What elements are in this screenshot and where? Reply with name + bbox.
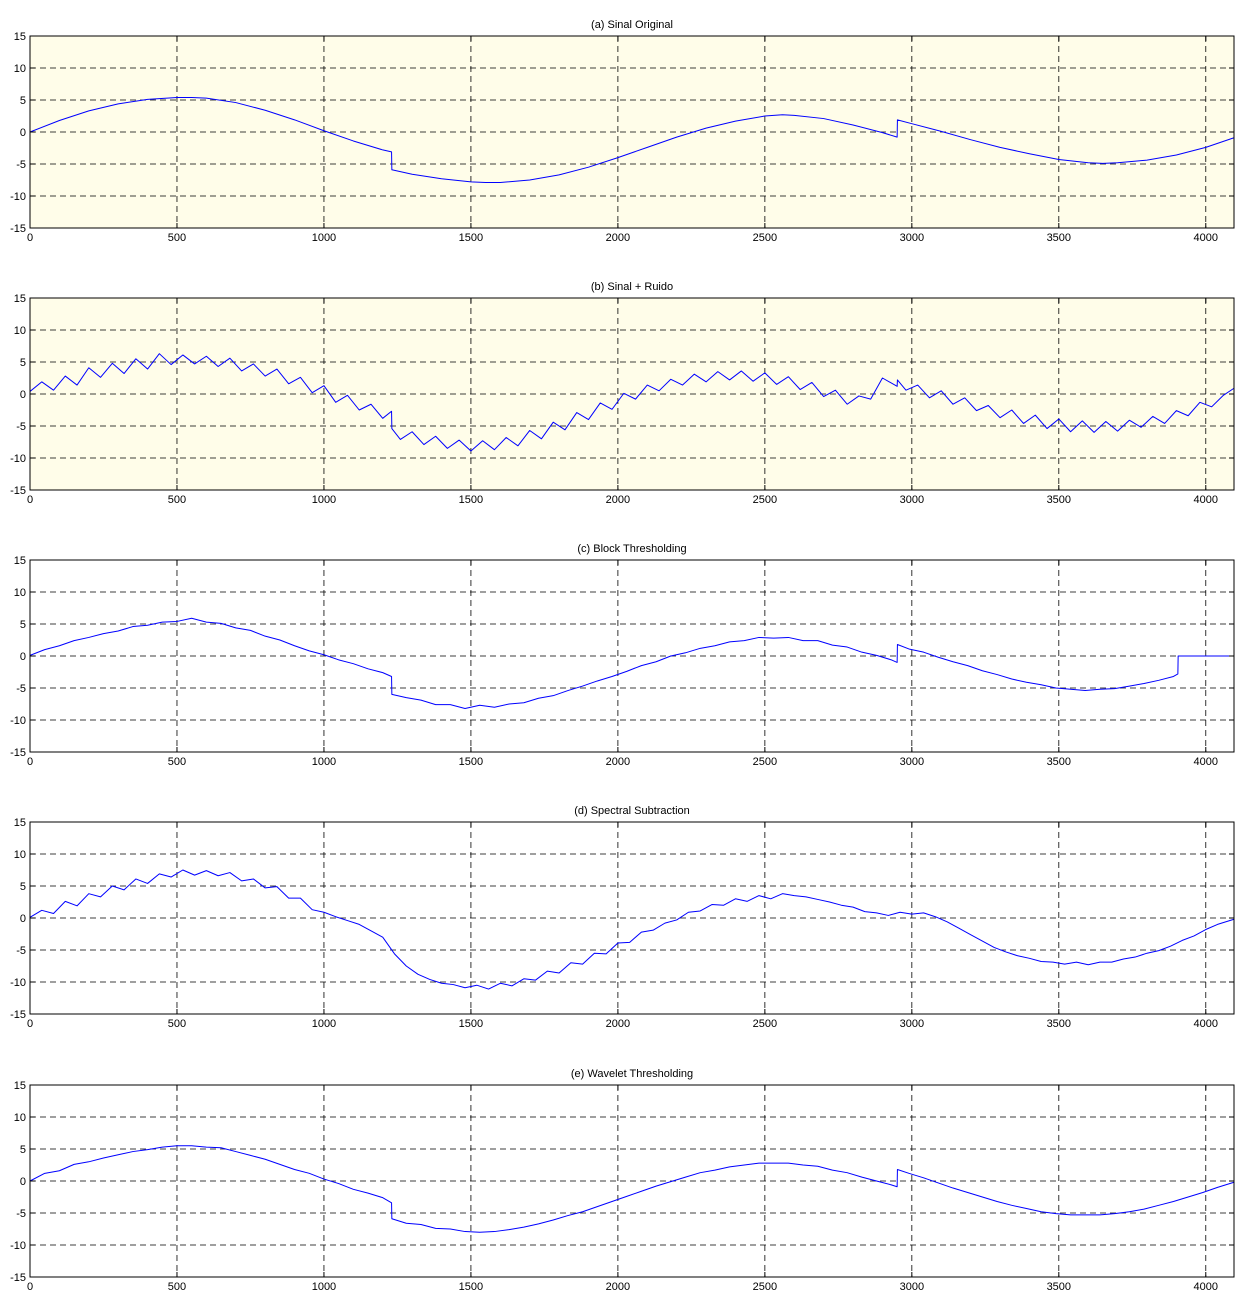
y-tick-label: 5 — [20, 881, 26, 893]
x-tick-label: 500 — [168, 232, 186, 244]
series-line-1 — [29, 353, 1235, 452]
x-tick-label: 4000 — [1194, 232, 1218, 244]
x-tick-label: 500 — [168, 494, 186, 506]
subplot-3: (c) Block Thresholding 0 500 1000 1500 2000 25… — [10, 543, 1235, 768]
y-tick-label: 5 — [20, 619, 26, 631]
chart-title: (a) Sinal Original — [591, 19, 673, 31]
y-tick-label: -5 — [16, 421, 26, 433]
y-tick-label: -5 — [16, 159, 26, 171]
chart-title: (e) Wavelet Thresholding — [571, 1068, 693, 1080]
y-tick-label: 10 — [14, 1112, 26, 1124]
x-tick-label: 3000 — [900, 1018, 924, 1030]
y-tick-label: 10 — [14, 849, 26, 861]
series-line-1 — [29, 1145, 1235, 1233]
x-tick-label: 4000 — [1194, 756, 1218, 768]
x-tick-label: 1500 — [459, 1281, 483, 1291]
y-tick-label: 10 — [14, 63, 26, 75]
x-tick-label: 500 — [168, 1018, 186, 1030]
y-tick-label: -5 — [16, 1208, 26, 1220]
x-tick-label: 500 — [168, 1281, 186, 1291]
subplot-5: (e) Wavelet Thresholding 0 500 1000 1500 2000… — [10, 1068, 1235, 1293]
y-tick-label: -15 — [10, 747, 26, 759]
x-tick-label: 0 — [27, 494, 33, 506]
y-tick-label: -10 — [10, 977, 26, 989]
series-line-1 — [29, 869, 1235, 990]
x-tick-label: 1500 — [459, 756, 483, 768]
x-tick-label: 1500 — [459, 1018, 483, 1030]
x-tick-label: 3500 — [1047, 232, 1071, 244]
y-tick-label: 0 — [20, 651, 26, 663]
x-tick-label: 0 — [27, 756, 33, 768]
x-tick-label: 1000 — [312, 1281, 336, 1291]
x-tick-label: 4000 — [1194, 1281, 1218, 1291]
y-tick-label: -15 — [10, 485, 26, 497]
x-tick-label: 2500 — [753, 1018, 777, 1030]
y-tick-label: 5 — [20, 357, 26, 369]
x-tick-label: 1000 — [312, 756, 336, 768]
y-tick-label: 10 — [14, 587, 26, 599]
y-tick-label: -10 — [10, 191, 26, 203]
y-tick-label: -15 — [10, 223, 26, 235]
x-tick-label: 3000 — [900, 232, 924, 244]
x-tick-label: 1500 — [459, 232, 483, 244]
y-tick-label: 15 — [14, 293, 26, 305]
y-tick-label: 5 — [20, 1144, 26, 1156]
x-tick-label: 2000 — [606, 756, 630, 768]
x-tick-label: 3500 — [1047, 1281, 1071, 1291]
chart-title: (b) Sinal + Ruido — [591, 281, 673, 293]
y-tick-label: 0 — [20, 127, 26, 139]
x-tick-label: 0 — [27, 232, 33, 244]
subplot-4: (d) Spectral Subtraction 0 500 1000 1500 2000… — [10, 805, 1235, 1030]
x-tick-label: 3000 — [900, 1281, 924, 1291]
series-line-1 — [29, 617, 1234, 709]
x-tick-label: 3500 — [1047, 494, 1071, 506]
series-line-1 — [29, 96, 1235, 184]
y-tick-label: 15 — [14, 555, 26, 567]
x-tick-label: 2000 — [606, 494, 630, 506]
y-tick-label: -15 — [10, 1009, 26, 1021]
x-tick-label: 2000 — [606, 1281, 630, 1291]
y-tick-label: 15 — [14, 817, 26, 829]
y-tick-label: -10 — [10, 1240, 26, 1252]
x-tick-label: 2000 — [606, 232, 630, 244]
x-tick-label: 1500 — [459, 494, 483, 506]
x-tick-label: 3500 — [1047, 756, 1071, 768]
chart-title: (c) Block Thresholding — [577, 543, 686, 555]
x-tick-label: 3500 — [1047, 1018, 1071, 1030]
y-tick-label: 15 — [14, 31, 26, 43]
x-tick-label: 2500 — [753, 232, 777, 244]
x-tick-label: 2500 — [753, 756, 777, 768]
x-tick-label: 0 — [27, 1018, 33, 1030]
x-tick-label: 1000 — [312, 1018, 336, 1030]
x-tick-label: 2500 — [753, 1281, 777, 1291]
x-tick-label: 2000 — [606, 1018, 630, 1030]
x-tick-label: 1000 — [312, 232, 336, 244]
y-tick-label: 5 — [20, 95, 26, 107]
y-tick-label: 0 — [20, 1176, 26, 1188]
x-tick-label: 4000 — [1194, 1018, 1218, 1030]
x-tick-label: 4000 — [1194, 494, 1218, 506]
y-tick-label: -10 — [10, 715, 26, 727]
x-tick-label: 1000 — [312, 494, 336, 506]
y-tick-label: 0 — [20, 389, 26, 401]
x-tick-label: 0 — [27, 1281, 33, 1291]
y-tick-label: -5 — [16, 945, 26, 957]
y-tick-label: -10 — [10, 453, 26, 465]
subplot-1: (a) Sinal Original 0 500 1000 1500 2000 2500 30… — [10, 19, 1235, 244]
y-tick-label: 0 — [20, 913, 26, 925]
y-tick-label: 15 — [14, 1080, 26, 1092]
x-tick-label: 2500 — [753, 494, 777, 506]
y-tick-label: -15 — [10, 1272, 26, 1284]
y-tick-label: -5 — [16, 683, 26, 695]
subplot-2: (b) Sinal + Ruido 0 500 1000 1500 2000 2500 300… — [10, 281, 1235, 506]
x-tick-label: 3000 — [900, 756, 924, 768]
y-tick-label: 10 — [14, 325, 26, 337]
x-tick-label: 500 — [168, 756, 186, 768]
chart-title: (d) Spectral Subtraction — [574, 805, 690, 817]
x-tick-label: 3000 — [900, 494, 924, 506]
